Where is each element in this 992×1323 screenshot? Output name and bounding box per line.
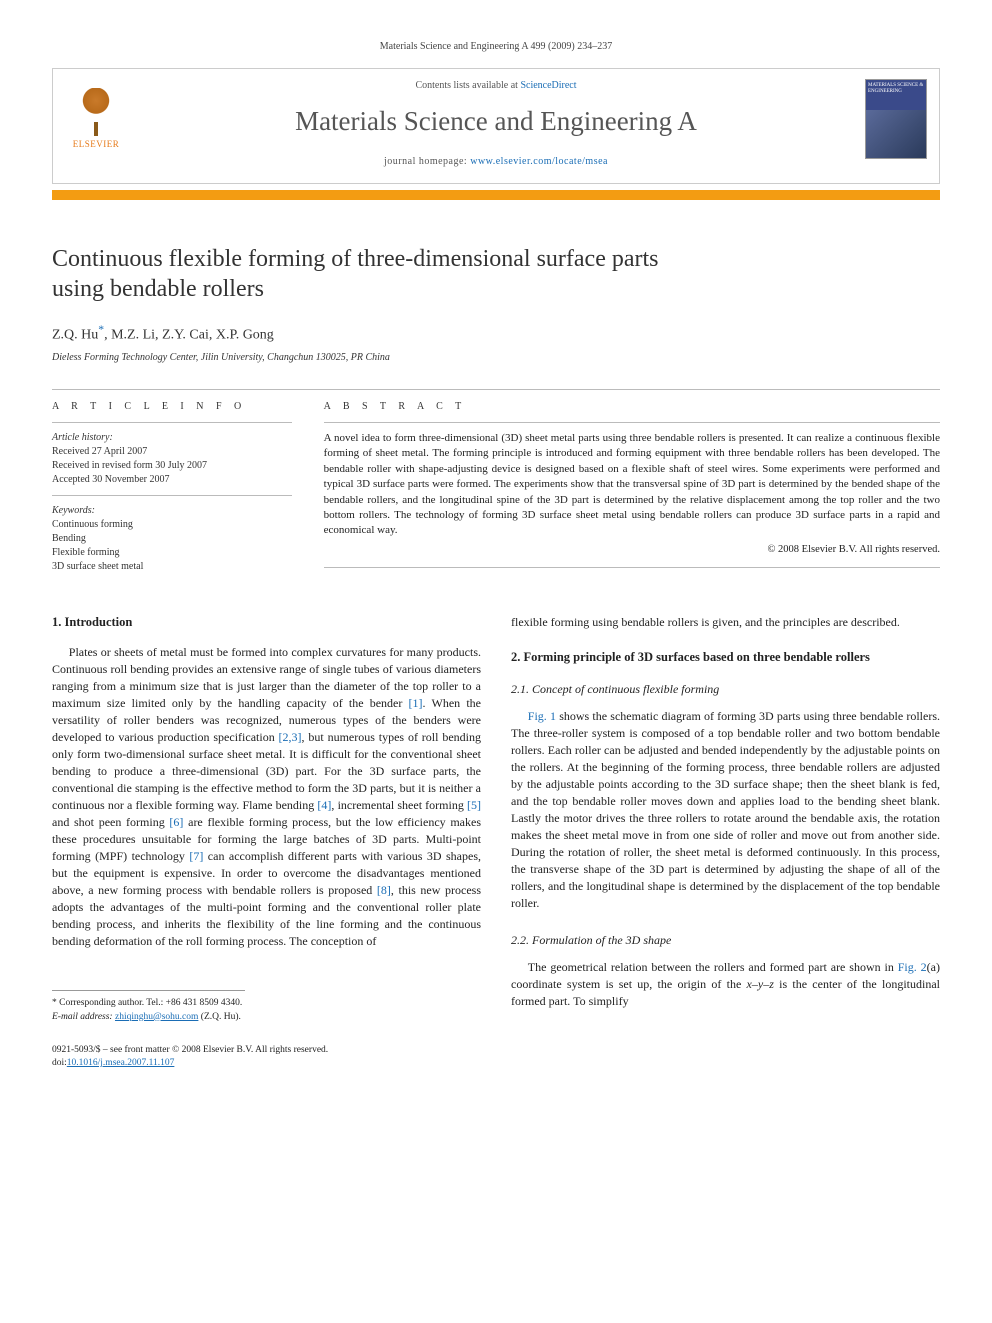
journal-name: Materials Science and Engineering A <box>53 103 939 141</box>
article-info-heading: A R T I C L E I N F O <box>52 390 292 423</box>
s1-text-d: , incremental sheet forming <box>331 798 467 812</box>
journal-reference: Materials Science and Engineering A 499 … <box>52 40 940 54</box>
ref-2-3[interactable]: [2,3] <box>279 730 302 744</box>
journal-home-link[interactable]: www.elsevier.com/locate/msea <box>470 156 608 167</box>
keyword-1: Continuous forming <box>52 518 292 532</box>
xyz-italic: x–y–z <box>747 977 774 991</box>
sciencedirect-link[interactable]: ScienceDirect <box>520 80 576 91</box>
article-history: Article history: Received 27 April 2007 … <box>52 431 292 496</box>
section-1-heading: 1. Introduction <box>52 614 481 632</box>
ref-fig-1[interactable]: Fig. 1 <box>528 709 556 723</box>
author-corresponding: Z.Q. Hu <box>52 327 98 342</box>
keyword-2: Bending <box>52 532 292 546</box>
affiliation: Dieless Forming Technology Center, Jilin… <box>52 351 940 365</box>
doi-label: doi: <box>52 1058 67 1068</box>
cover-image-area <box>866 110 926 158</box>
front-matter: 0921-5093/$ – see front matter © 2008 El… <box>52 1044 481 1071</box>
s1-text-e: and shot peen forming <box>52 815 169 829</box>
cover-title: MATERIALS SCIENCE & ENGINEERING <box>866 80 926 110</box>
ref-fig-2[interactable]: Fig. 2 <box>898 960 927 974</box>
ref-6[interactable]: [6] <box>169 815 183 829</box>
author-list: Z.Q. Hu*, M.Z. Li, Z.Y. Cai, X.P. Gong <box>52 322 940 345</box>
corresponding-email-link[interactable]: zhiqinghu@sohu.com <box>115 1012 198 1022</box>
contents-line: Contents lists available at ScienceDirec… <box>53 79 939 93</box>
abstract-text: A novel idea to form three-dimensional (… <box>324 431 940 539</box>
abstract-panel: A B S T R A C T A novel idea to form thr… <box>324 390 940 574</box>
journal-header-box: ELSEVIER MATERIALS SCIENCE & ENGINEERING… <box>52 68 940 184</box>
s22-text-a: The geometrical relation between the rol… <box>528 960 898 974</box>
ref-8[interactable]: [8] <box>377 883 391 897</box>
keyword-3: Flexible forming <box>52 546 292 560</box>
history-revised: Received in revised form 30 July 2007 <box>52 459 292 473</box>
column-right: flexible forming using bendable rollers … <box>511 614 940 1071</box>
home-prefix: journal homepage: <box>384 156 470 167</box>
section-2-2-para: The geometrical relation between the rol… <box>511 959 940 1010</box>
ref-7[interactable]: [7] <box>189 849 203 863</box>
section-2-1-para: Fig. 1 shows the schematic diagram of fo… <box>511 708 940 912</box>
history-received: Received 27 April 2007 <box>52 445 292 459</box>
corresponding-footnote: * Corresponding author. Tel.: +86 431 85… <box>52 990 245 1024</box>
authors-rest: , M.Z. Li, Z.Y. Cai, X.P. Gong <box>104 327 274 342</box>
title-line1: Continuous flexible forming of three-dim… <box>52 246 659 272</box>
info-abstract-row: A R T I C L E I N F O Article history: R… <box>52 389 940 574</box>
s21-text-a: shows the schematic diagram of forming 3… <box>511 709 940 910</box>
keyword-4: 3D surface sheet metal <box>52 560 292 574</box>
foot-line1: Corresponding author. Tel.: +86 431 8509… <box>57 998 243 1008</box>
section-2-2-heading: 2.2. Formulation of the 3D shape <box>511 932 940 949</box>
keywords-block: Keywords: Continuous forming Bending Fle… <box>52 504 292 574</box>
foot-email-suffix: (Z.Q. Hu). <box>198 1012 240 1022</box>
contents-prefix: Contents lists available at <box>415 80 520 91</box>
section-1-para: Plates or sheets of metal must be formed… <box>52 644 481 951</box>
section-2-1-heading: 2.1. Concept of continuous flexible form… <box>511 681 940 698</box>
elsevier-tree-icon <box>74 88 118 136</box>
column-left: 1. Introduction Plates or sheets of meta… <box>52 614 481 1071</box>
section-2-heading: 2. Forming principle of 3D surfaces base… <box>511 649 940 667</box>
abstract-copyright: © 2008 Elsevier B.V. All rights reserved… <box>324 543 940 558</box>
journal-cover-thumb: MATERIALS SCIENCE & ENGINEERING <box>865 79 927 159</box>
foot-email-label: E-mail address: <box>52 1012 115 1022</box>
front-line1: 0921-5093/$ – see front matter © 2008 El… <box>52 1045 328 1055</box>
orange-divider-bar <box>52 190 940 200</box>
history-accepted: Accepted 30 November 2007 <box>52 473 292 487</box>
ref-1[interactable]: [1] <box>409 696 423 710</box>
body-columns: 1. Introduction Plates or sheets of meta… <box>52 614 940 1071</box>
elsevier-logo: ELSEVIER <box>65 79 127 151</box>
doi-link[interactable]: 10.1016/j.msea.2007.11.107 <box>67 1058 175 1068</box>
abstract-heading: A B S T R A C T <box>324 390 940 423</box>
journal-homepage-line: journal homepage: www.elsevier.com/locat… <box>53 155 939 169</box>
title-line2: using bendable rollers <box>52 276 264 302</box>
elsevier-wordmark: ELSEVIER <box>73 138 120 151</box>
ref-5[interactable]: [5] <box>467 798 481 812</box>
article-info-panel: A R T I C L E I N F O Article history: R… <box>52 390 292 574</box>
history-label: Article history: <box>52 431 292 445</box>
keywords-label: Keywords: <box>52 504 292 518</box>
section-1-para-continued: flexible forming using bendable rollers … <box>511 614 940 631</box>
ref-4[interactable]: [4] <box>317 798 331 812</box>
article-title: Continuous flexible forming of three-dim… <box>52 244 940 304</box>
